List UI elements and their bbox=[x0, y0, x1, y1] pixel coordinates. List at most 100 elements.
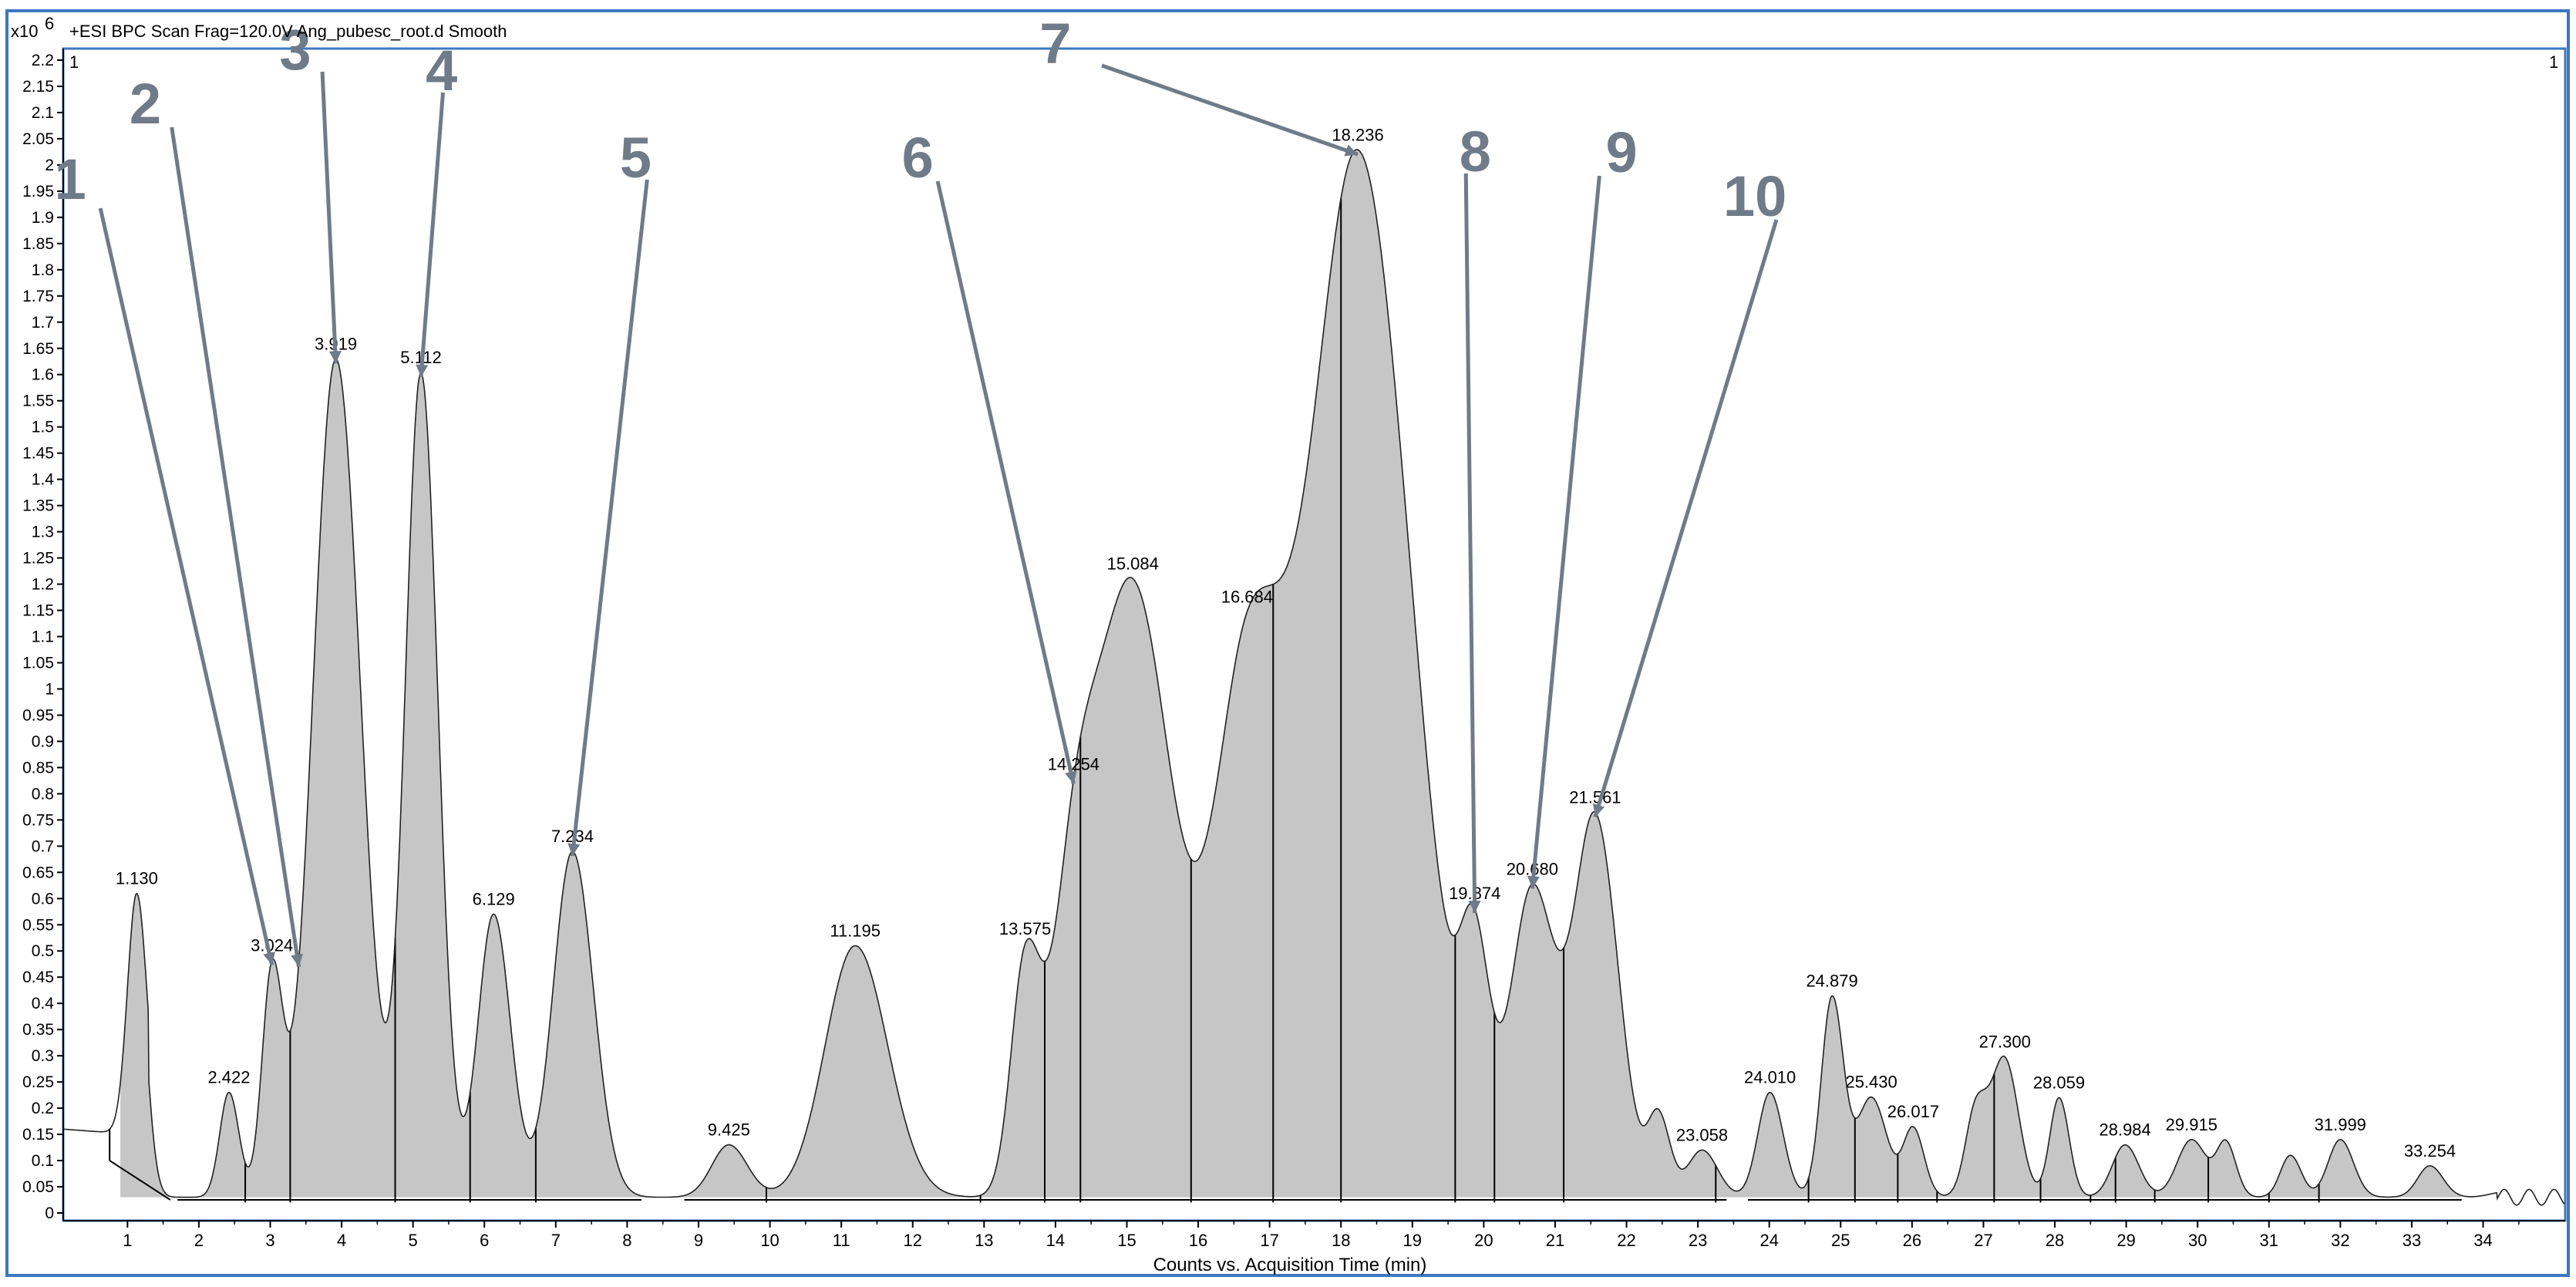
callout-number: 6 bbox=[902, 126, 934, 190]
x-tick-label: 27 bbox=[1974, 1231, 1992, 1250]
y-tick-label: 1.7 bbox=[32, 314, 54, 332]
callout-arrowhead bbox=[291, 953, 304, 967]
y-tick-label: 0.7 bbox=[32, 837, 54, 855]
x-tick-label: 20 bbox=[1474, 1231, 1493, 1250]
callout-arrow bbox=[1530, 175, 1601, 889]
y-tick-label: 1.35 bbox=[22, 497, 54, 515]
peak-label: 6.129 bbox=[473, 889, 515, 908]
y-tick-label: 0.45 bbox=[22, 969, 54, 986]
y-scale-exponent: 6 bbox=[45, 14, 54, 33]
x-tick-label: 10 bbox=[760, 1231, 779, 1250]
y-tick-label: 2.1 bbox=[32, 104, 54, 122]
peak-label: 9.425 bbox=[708, 1120, 750, 1140]
y-tick-label: 1.6 bbox=[32, 366, 54, 384]
y-ticks: 0 0.05 0.1 0.15 0.2 0.25 0.3 0.35 0.4 0.45 0.5 0.55… bbox=[22, 52, 63, 1222]
callout-arrow bbox=[1593, 219, 1779, 818]
peak-label: 11.195 bbox=[830, 921, 881, 940]
callout-arrow bbox=[320, 71, 338, 364]
y-tick-label: 1.55 bbox=[22, 393, 54, 410]
callout-number: 7 bbox=[1039, 12, 1071, 76]
y-tick-label: 0.6 bbox=[32, 890, 54, 908]
callout-number: 3 bbox=[279, 18, 311, 82]
callout-arrowhead bbox=[1527, 875, 1540, 889]
callout-arrowhead bbox=[567, 843, 581, 857]
x-tick-label: 21 bbox=[1546, 1231, 1564, 1250]
y-tick-label: 1.75 bbox=[22, 288, 54, 305]
x-tick-label: 7 bbox=[551, 1231, 561, 1250]
peak-label: 28.984 bbox=[2099, 1120, 2150, 1140]
callout-number: 2 bbox=[130, 72, 161, 136]
x-tick-label: 18 bbox=[1332, 1231, 1350, 1250]
y-tick-label: 0.4 bbox=[32, 995, 55, 1012]
integration-baselines-layer bbox=[109, 1129, 2462, 1201]
x-tick-label: 9 bbox=[694, 1231, 703, 1250]
peak-fill-layer bbox=[120, 150, 2462, 1198]
callout-arrowhead bbox=[1468, 900, 1481, 914]
y-tick-label: 0.2 bbox=[32, 1100, 54, 1117]
y-tick-label: 1 bbox=[45, 680, 54, 698]
x-tick-label: 4 bbox=[337, 1231, 346, 1250]
corner-marker-right: 1 bbox=[2549, 52, 2558, 72]
y-tick-label: 1.65 bbox=[22, 340, 54, 358]
y-tick-label: 2.15 bbox=[22, 78, 54, 96]
x-tick-label: 19 bbox=[1403, 1231, 1422, 1250]
y-tick-label: 0.25 bbox=[22, 1073, 54, 1091]
callout-arrow bbox=[170, 126, 301, 968]
y-tick-label: 0.55 bbox=[22, 916, 54, 934]
integration-baseline bbox=[109, 1160, 171, 1201]
callout-arrowhead bbox=[1065, 770, 1077, 784]
peak-label: 26.017 bbox=[1887, 1102, 1939, 1121]
peak-label: 24.010 bbox=[1744, 1068, 1796, 1087]
y-tick-label: 1.4 bbox=[32, 471, 55, 489]
y-tick-label: 1.9 bbox=[32, 209, 54, 227]
y-tick-label: 1.1 bbox=[32, 628, 54, 646]
callout-number: 8 bbox=[1460, 120, 1491, 184]
y-tick-label: 1.45 bbox=[22, 445, 54, 463]
x-tick-label: 22 bbox=[1617, 1231, 1635, 1250]
callout-number: 4 bbox=[426, 39, 457, 103]
peak-label: 3.024 bbox=[251, 935, 293, 955]
x-tick-label: 31 bbox=[2260, 1231, 2278, 1250]
peak-label: 2.422 bbox=[207, 1068, 250, 1087]
peak-label: 29.915 bbox=[2166, 1115, 2217, 1134]
x-tick-label: 26 bbox=[1903, 1231, 1921, 1250]
callout-number: 5 bbox=[620, 126, 652, 190]
y-tick-label: 1.2 bbox=[32, 576, 54, 594]
x-tick-label: 30 bbox=[2188, 1231, 2207, 1250]
callout-arrowhead bbox=[416, 364, 429, 377]
y-tick-label: 0.9 bbox=[32, 733, 54, 750]
x-tick-label: 25 bbox=[1831, 1231, 1850, 1250]
x-tick-label: 8 bbox=[622, 1231, 631, 1250]
y-tick-label: 2.05 bbox=[22, 130, 54, 148]
y-tick-label: 0.95 bbox=[22, 706, 54, 724]
callout-number: 9 bbox=[1605, 120, 1637, 184]
x-tick-label: 15 bbox=[1117, 1231, 1136, 1250]
callout-number: 1 bbox=[55, 147, 86, 211]
peak-label: 23.058 bbox=[1676, 1125, 1728, 1144]
callout-arrowhead bbox=[263, 952, 275, 965]
callout-arrowhead bbox=[1344, 144, 1359, 157]
peak-label: 21.561 bbox=[1569, 788, 1621, 807]
y-tick-label: 2 bbox=[45, 157, 54, 174]
peak-label: 25.430 bbox=[1845, 1073, 1897, 1092]
y-tick-label: 1.25 bbox=[22, 550, 54, 568]
peak-label: 14.254 bbox=[1048, 755, 1099, 774]
y-tick-label: 0.35 bbox=[22, 1021, 54, 1039]
y-tick-label: 2.2 bbox=[32, 52, 54, 69]
callout-arrowhead bbox=[1592, 803, 1605, 817]
x-tick-label: 16 bbox=[1189, 1231, 1207, 1250]
x-tick-label: 33 bbox=[2403, 1231, 2421, 1250]
callout-arrowhead bbox=[328, 350, 342, 364]
chart-title: +ESI BPC Scan Frag=120.0V Ang_pubesc_roo… bbox=[69, 22, 507, 41]
peak-label: 16.684 bbox=[1221, 587, 1273, 606]
peak-label: 15.084 bbox=[1107, 554, 1159, 573]
x-tick-label: 34 bbox=[2473, 1231, 2492, 1250]
peak-label: 13.575 bbox=[999, 919, 1051, 938]
callout-arrow bbox=[1463, 173, 1477, 914]
x-tick-label: 13 bbox=[975, 1231, 993, 1250]
x-tick-label: 11 bbox=[833, 1231, 850, 1250]
corner-marker-left: 1 bbox=[69, 52, 79, 72]
x-tick-label: 28 bbox=[2046, 1231, 2064, 1250]
peak-label: 24.879 bbox=[1806, 971, 1857, 990]
